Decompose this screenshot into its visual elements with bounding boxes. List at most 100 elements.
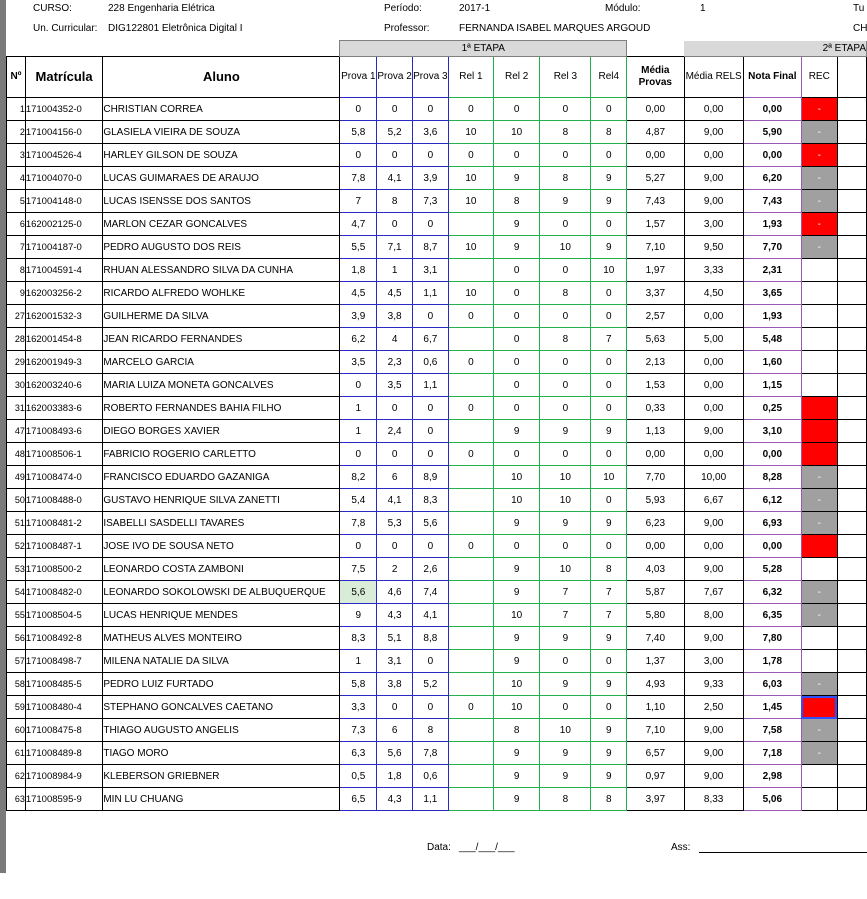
row-aluno[interactable]: LUCAS GUIMARAES DE ARAUJO [102, 166, 341, 190]
row-rel3[interactable]: 0 [539, 350, 592, 374]
row-media-rels[interactable]: 0,00 [683, 396, 744, 420]
row-media-provas[interactable]: 1,57 [626, 212, 685, 236]
row-nota-final[interactable]: 5,06 [742, 787, 802, 811]
row-rel2[interactable]: 0 [493, 442, 541, 466]
row-rel3[interactable]: 9 [539, 626, 592, 650]
row-nota-final[interactable]: 0,00 [742, 97, 802, 121]
row-rec[interactable]: - [800, 235, 838, 259]
row-nota-final[interactable]: 7,18 [742, 741, 802, 765]
row-prova1[interactable]: 1,8 [339, 258, 378, 282]
row-rel2[interactable]: 9 [493, 235, 541, 259]
row-rel3[interactable]: 0 [539, 373, 592, 397]
row-aluno[interactable]: FRANCISCO EDUARDO GAZANIGA [102, 465, 341, 489]
row-rel2[interactable]: 9 [493, 557, 541, 581]
row-matricula[interactable]: 171008488-0 [24, 488, 104, 512]
row-rec[interactable]: - [800, 212, 838, 236]
row-matricula[interactable]: 171008492-8 [24, 626, 104, 650]
row-rel4[interactable]: 0 [590, 534, 628, 558]
row-prova2[interactable]: 2,3 [376, 350, 413, 374]
row-rel2[interactable]: 9 [493, 212, 541, 236]
row-media-provas[interactable]: 1,97 [626, 258, 685, 282]
row-prova2[interactable]: 5,2 [376, 120, 413, 144]
row-media-rels[interactable]: 10,00 [683, 465, 744, 489]
row-rel4[interactable]: 0 [590, 442, 628, 466]
row-number[interactable]: 7 [6, 235, 26, 259]
row-rel2[interactable]: 0 [493, 304, 541, 328]
row-nota-final[interactable]: 5,48 [742, 327, 802, 351]
row-rel1[interactable]: 0 [447, 396, 495, 420]
row-rel3[interactable]: 9 [539, 419, 592, 443]
row-rel1[interactable]: 0 [447, 304, 495, 328]
row-media-rels[interactable]: 0,00 [683, 304, 744, 328]
row-rel3[interactable]: 0 [539, 212, 592, 236]
row-rec[interactable] [800, 258, 838, 282]
row-media-rels[interactable]: 0,00 [683, 350, 744, 374]
row-prova2[interactable]: 5,3 [376, 511, 413, 535]
row-rel3[interactable]: 10 [539, 465, 592, 489]
row-rel1[interactable] [447, 764, 495, 788]
row-rel2[interactable]: 0 [493, 373, 541, 397]
row-media-rels[interactable]: 7,67 [683, 580, 744, 604]
row-prova1[interactable]: 8,3 [339, 626, 378, 650]
row-aluno[interactable]: CHRISTIAN CORREA [102, 97, 341, 121]
row-rel3[interactable]: 0 [539, 534, 592, 558]
row-rel1[interactable]: 10 [447, 281, 495, 305]
row-rel3[interactable]: 9 [539, 672, 592, 696]
row-rec[interactable] [800, 442, 838, 466]
row-prova3[interactable]: 6,7 [411, 327, 449, 351]
row-media-rels[interactable]: 9,50 [683, 235, 744, 259]
row-prova3[interactable]: 0,6 [411, 764, 449, 788]
row-nota-final[interactable]: 6,12 [742, 488, 802, 512]
row-rec[interactable] [800, 626, 838, 650]
row-aluno[interactable]: RHUAN ALESSANDRO SILVA DA CUNHA [102, 258, 341, 282]
row-media-provas[interactable]: 4,03 [626, 557, 685, 581]
row-nota-final[interactable]: 6,35 [742, 603, 802, 627]
row-media-rels[interactable]: 9,00 [683, 419, 744, 443]
row-prova1[interactable]: 3,5 [339, 350, 378, 374]
row-rel3[interactable]: 8 [539, 281, 592, 305]
row-rec[interactable] [800, 764, 838, 788]
row-prova2[interactable]: 2 [376, 557, 413, 581]
row-rel2[interactable]: 8 [493, 718, 541, 742]
row-nota-final[interactable]: 2,98 [742, 764, 802, 788]
row-prova2[interactable]: 3,8 [376, 304, 413, 328]
row-nota-final[interactable]: 6,20 [742, 166, 802, 190]
row-prova3[interactable]: 0 [411, 304, 449, 328]
row-prova3[interactable]: 7,8 [411, 741, 449, 765]
row-aluno[interactable]: LUCAS HENRIQUE MENDES [102, 603, 341, 627]
row-number[interactable]: 9 [6, 281, 26, 305]
row-prova1[interactable]: 5,4 [339, 488, 378, 512]
row-aluno[interactable]: MILENA NATALIE DA SILVA [102, 649, 341, 673]
row-prova2[interactable]: 0 [376, 442, 413, 466]
row-rel2[interactable]: 0 [493, 350, 541, 374]
row-nota-final[interactable]: 1,93 [742, 212, 802, 236]
row-media-rels[interactable]: 6,67 [683, 488, 744, 512]
row-media-provas[interactable]: 5,80 [626, 603, 685, 627]
row-aluno[interactable]: JOSE IVO DE SOUSA NETO [102, 534, 341, 558]
row-rel2[interactable]: 0 [493, 534, 541, 558]
row-matricula[interactable]: 171004156-0 [24, 120, 104, 144]
row-media-rels[interactable]: 9,00 [683, 741, 744, 765]
row-rec[interactable] [800, 281, 838, 305]
row-rel2[interactable]: 10 [493, 695, 541, 719]
row-matricula[interactable]: 171008475-8 [24, 718, 104, 742]
row-rel3[interactable]: 9 [539, 764, 592, 788]
row-number[interactable]: 62 [6, 764, 26, 788]
row-prova3[interactable]: 2,6 [411, 557, 449, 581]
row-prova2[interactable]: 6 [376, 465, 413, 489]
row-matricula[interactable]: 171008500-2 [24, 557, 104, 581]
row-prova3[interactable]: 0 [411, 695, 449, 719]
row-number[interactable]: 61 [6, 741, 26, 765]
row-media-rels[interactable]: 9,00 [683, 718, 744, 742]
row-rec[interactable] [800, 327, 838, 351]
row-rel1[interactable] [447, 212, 495, 236]
row-matricula[interactable]: 171008487-1 [24, 534, 104, 558]
row-matricula[interactable]: 162002125-0 [24, 212, 104, 236]
row-nota-final[interactable]: 7,58 [742, 718, 802, 742]
row-rel3[interactable]: 10 [539, 488, 592, 512]
row-media-rels[interactable]: 3,00 [683, 212, 744, 236]
row-rec[interactable] [800, 350, 838, 374]
row-rel4[interactable]: 9 [590, 419, 628, 443]
row-aluno[interactable]: JEAN RICARDO FERNANDES [102, 327, 341, 351]
row-media-rels[interactable]: 9,00 [683, 189, 744, 213]
